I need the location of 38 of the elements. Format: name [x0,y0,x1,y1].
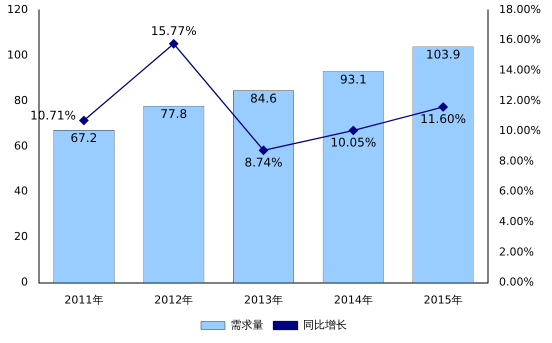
data-label: 77.8 [160,107,188,122]
y2-tick-label: 8.00% [499,154,534,168]
y2-tick-label: 18.00% [499,2,542,16]
data-label: 8.74% [244,155,283,170]
x-tick-label: 2014年 [334,293,373,306]
y2-tick-label: 4.00% [499,215,534,228]
y-tick-label: 0 [20,276,28,289]
data-label: 93.1 [340,72,367,86]
data-label: 10.05% [330,136,376,150]
y2-tick-label: 10.00% [499,124,542,138]
y-tick-label: 60 [14,139,28,152]
y2-tick-label: 0.00% [499,276,534,289]
legend-label: 同比增长 [303,318,347,332]
data-label: 84.6 [250,92,277,106]
legend-label: 需求量 [230,318,264,332]
y-tick-label: 80 [14,94,28,107]
data-label: 15.77% [150,24,197,38]
data-label: 11.60% [420,112,466,126]
point [169,39,178,48]
y2-tick-label: 16.00% [499,33,542,46]
x-tick-label: 2012年 [154,293,194,306]
x-tick-label: 2013年 [244,293,284,306]
y2-tick-label: 2.00% [499,245,534,258]
point [79,116,89,126]
point [348,126,358,136]
point [438,102,448,112]
y-tick-label: 100 [6,48,28,62]
y2-tick-label: 14.00% [499,63,542,76]
y2-tick-label: 12.00% [499,94,542,107]
x-tick-label: 2011年 [64,293,104,306]
data-label: 103.9 [426,48,460,62]
x-tick-label: 2015年 [424,293,463,306]
y-tick-label: 120 [6,2,28,16]
y2-tick-label: 6.00% [499,184,534,198]
y-tick-label: 40 [14,184,28,198]
data-label: 67.2 [70,131,98,146]
point [258,146,268,155]
y-tick-label: 20 [14,230,28,244]
